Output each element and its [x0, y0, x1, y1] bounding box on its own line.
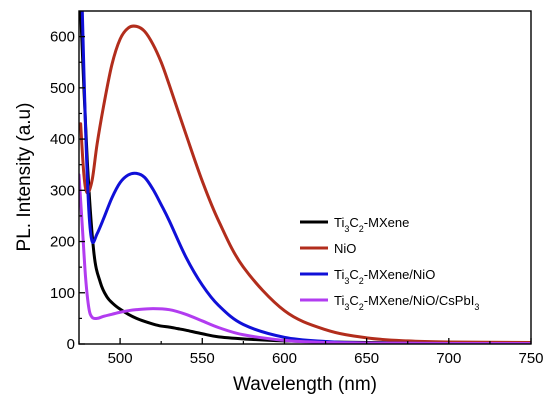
y-tick-label: 100	[50, 285, 75, 302]
legend-label-1: NiO	[334, 241, 356, 256]
x-axis-title: Wavelength (nm)	[233, 374, 377, 395]
y-tick-label: 500	[50, 80, 75, 97]
series-line-1	[79, 24, 531, 344]
y-tick-label: 300	[50, 182, 75, 199]
y-tick-label: 200	[50, 234, 75, 251]
y-tick-label: 600	[50, 29, 75, 46]
series-layer	[79, 11, 531, 344]
x-tick-label: 550	[190, 350, 215, 367]
y-axis-title: PL. Intensity (a.u)	[14, 103, 35, 252]
plot-frame	[78, 10, 532, 345]
series-line-3	[79, 173, 531, 344]
axis-ticks: 500 550 600 650 700 750 0 100 200 300 400 500 600	[50, 29, 544, 367]
x-tick-label: 600	[272, 350, 297, 367]
legend-label-2: Ti3C2-MXene/NiO	[334, 267, 435, 286]
x-tick-label: 500	[108, 350, 133, 367]
x-tick-label: 700	[436, 350, 461, 367]
x-tick-label: 750	[518, 350, 543, 367]
legend-label-3: Ti3C2-MXene/NiO/CsPbI3	[334, 293, 479, 312]
x-tick-label: 650	[354, 350, 379, 367]
legend: Ti3C2-MXene NiO Ti3C2-MXene/NiO Ti3C2-MXene…	[300, 215, 479, 312]
legend-label-0: Ti3C2-MXene	[334, 215, 409, 234]
y-tick-label: 400	[50, 131, 75, 148]
y-tick-label: 0	[67, 336, 75, 353]
